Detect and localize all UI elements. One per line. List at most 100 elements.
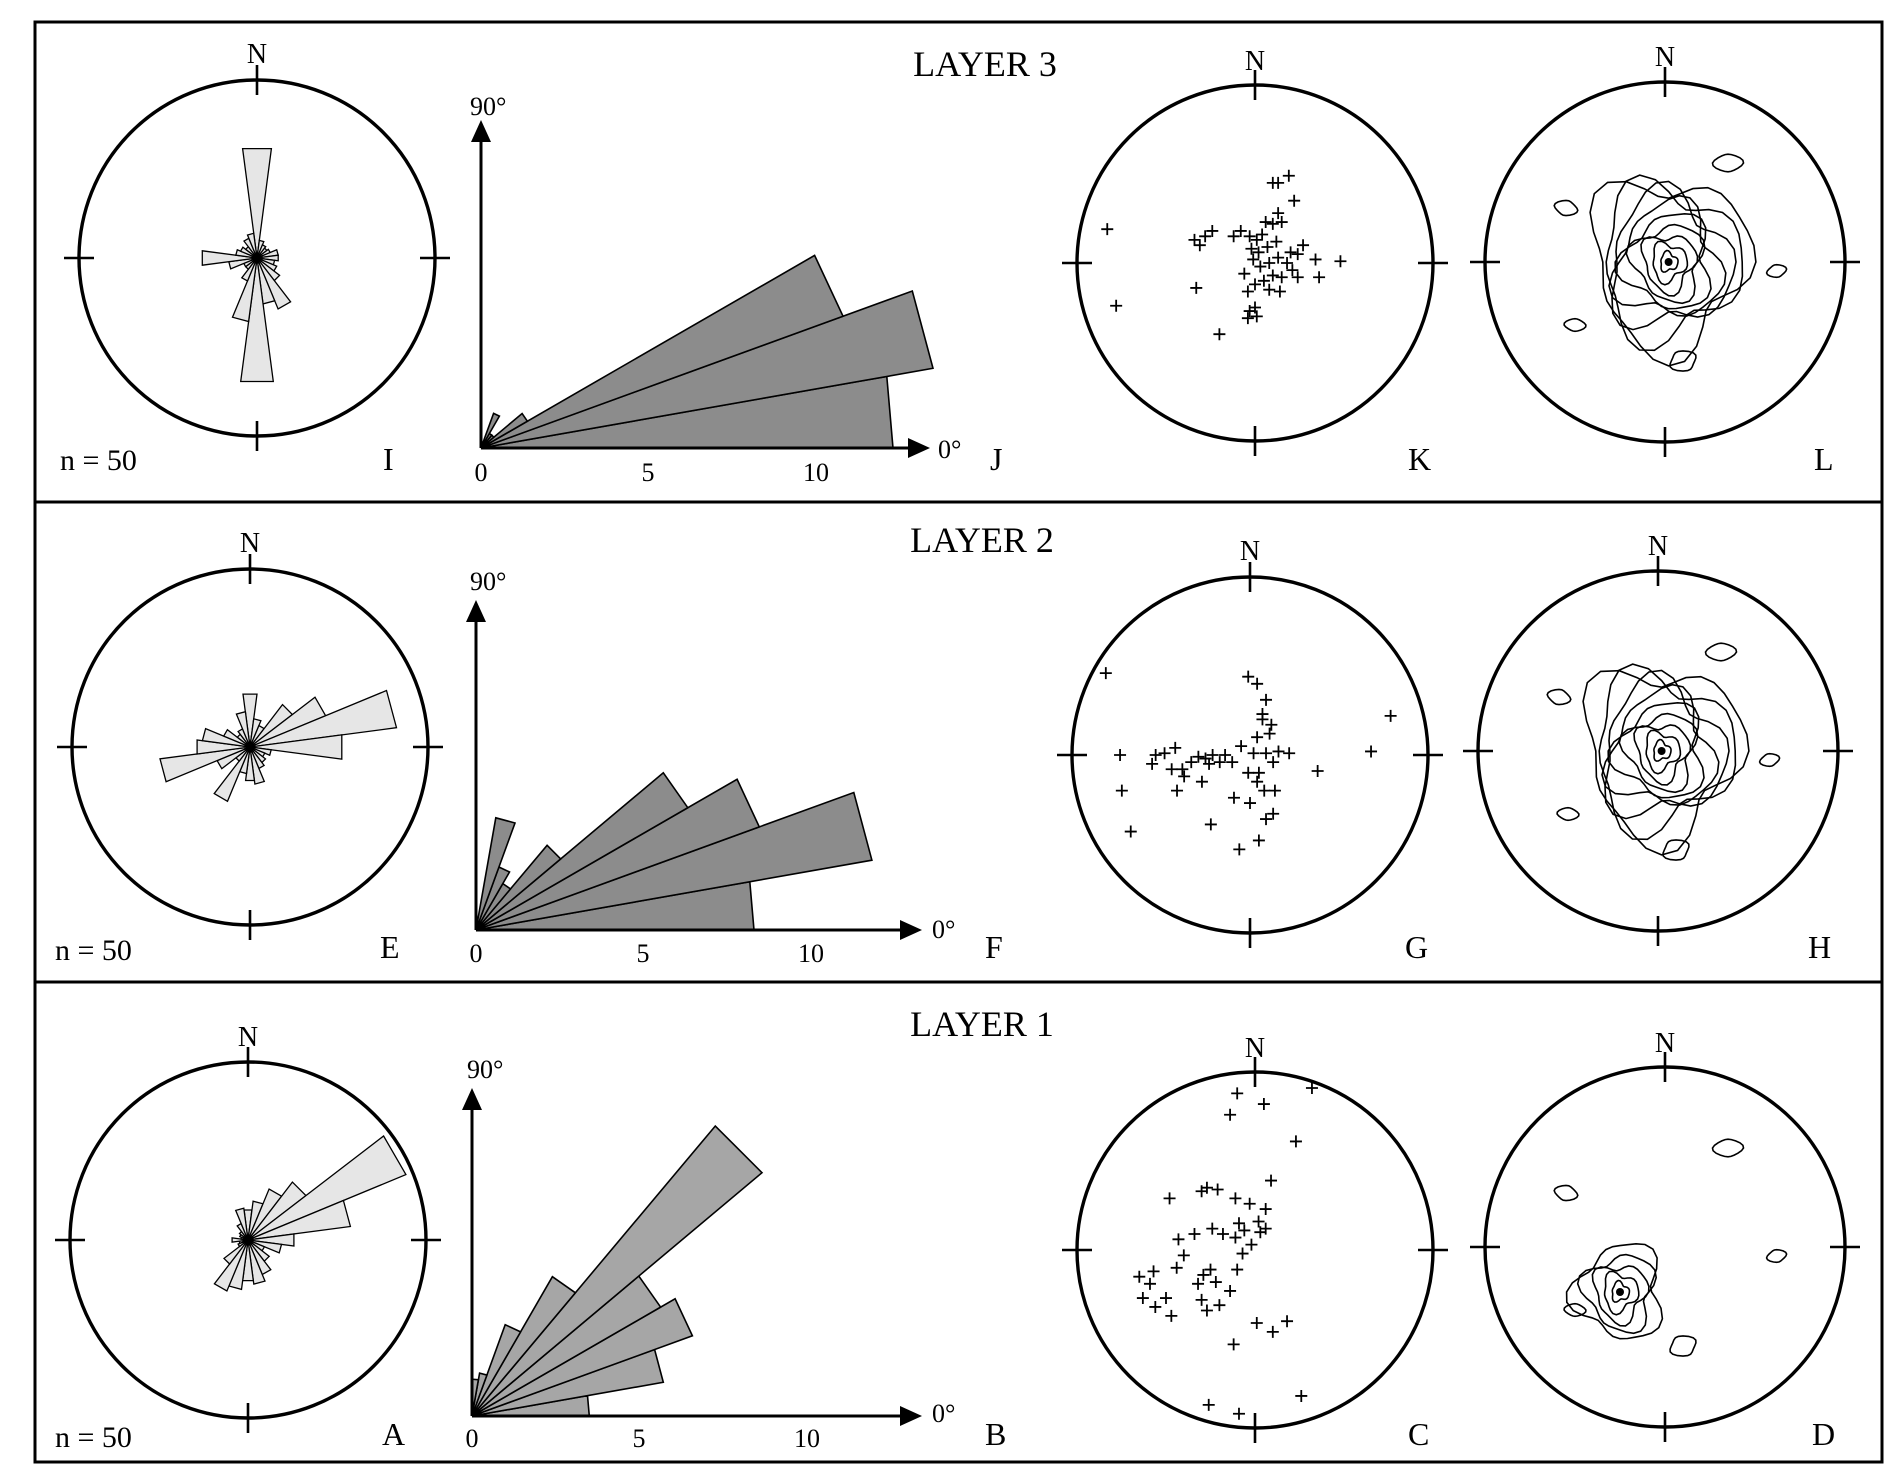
pole-point: [1249, 278, 1261, 291]
pole-point: [1169, 741, 1182, 754]
density-contour: [1645, 729, 1682, 775]
pole-point: [1309, 253, 1322, 266]
pole-point: [1206, 224, 1219, 237]
density-contour: [1640, 235, 1699, 297]
pole-point: [1206, 749, 1219, 761]
panel-letter-G: G: [1405, 929, 1428, 965]
density-contour: [1563, 1302, 1587, 1318]
pole-point: [1311, 765, 1324, 778]
pole-point: [1256, 228, 1269, 241]
pole-point: [1291, 271, 1304, 284]
pole-point: [1235, 740, 1248, 753]
pole-point: [1259, 216, 1272, 229]
pole-point: [1224, 1284, 1237, 1297]
dip-axis-arrow-right: [900, 920, 922, 940]
dip-tick-10: 10: [798, 939, 824, 968]
pole-point: [1124, 825, 1137, 838]
pole-point: [1170, 1261, 1183, 1274]
pole-point: [1211, 1183, 1224, 1196]
dip-axis-arrow-up: [462, 1088, 482, 1110]
pole-point: [1219, 749, 1232, 761]
density-net-circle: [1483, 1065, 1847, 1429]
pole-point: [1160, 1292, 1172, 1305]
rose-diagram-E: [57, 554, 443, 940]
density-contour: [1611, 1279, 1631, 1303]
dip-0-label: 0°: [932, 915, 955, 944]
dip-sector-bar: [480, 412, 529, 449]
pole-point: [1268, 784, 1281, 797]
pole-point: [1250, 1316, 1263, 1329]
pole-point: [1238, 1224, 1251, 1237]
density-contour: [1576, 1253, 1658, 1335]
density-plot-D: [1470, 1052, 1860, 1442]
pole-point: [1266, 269, 1279, 282]
pole-point: [1263, 257, 1276, 269]
pole-point: [1267, 807, 1280, 820]
panel-letter-K: K: [1408, 441, 1431, 477]
pole-point: [1261, 240, 1274, 253]
density-contour: [1605, 174, 1744, 352]
layer-2-row: LAYER 2 N n = 50 E 90° 0° 0 5 10 F N G N…: [55, 520, 1853, 968]
density-contour: [1601, 683, 1720, 806]
panel-letter-L: L: [1814, 441, 1834, 477]
pole-point: [1231, 1263, 1244, 1276]
density-contour: [1711, 1138, 1745, 1158]
pole-point: [1202, 1398, 1215, 1411]
pole-point: [1193, 239, 1206, 252]
pole-point: [1226, 756, 1239, 769]
density-contour: [1758, 752, 1781, 768]
rose-petal: [231, 1237, 249, 1243]
dip-axis-arrow-right: [900, 1406, 922, 1426]
pole-plot-C: [1062, 1057, 1448, 1443]
dip-tick-10: 10: [803, 458, 829, 487]
density-contour: [1669, 1335, 1697, 1357]
pole-point: [1204, 818, 1217, 831]
density-plot-H: [1463, 556, 1853, 946]
density-contour: [1653, 738, 1672, 762]
density-contour: [1607, 701, 1705, 799]
pole-point: [1171, 784, 1184, 797]
density-maximum: [1616, 1288, 1624, 1296]
pole-point: [1165, 1309, 1178, 1322]
rose-diagram-I: [64, 65, 450, 451]
density-contour: [1611, 180, 1737, 331]
rose-north-label: N: [247, 39, 267, 70]
pole-point: [1251, 775, 1264, 788]
pole-point: [1247, 747, 1260, 760]
density-maximum: [1657, 747, 1666, 755]
pole-north-label: N: [1240, 536, 1260, 567]
dip-90-label: 90°: [470, 567, 506, 596]
dip-sector-bar: [471, 1323, 522, 1417]
pole-point: [1251, 731, 1264, 744]
dip-tick-0: 0: [475, 458, 488, 487]
pole-point: [1236, 1247, 1249, 1260]
rose-petal: [249, 734, 343, 760]
rose-petal: [247, 1199, 352, 1241]
pole-point: [1281, 1315, 1294, 1328]
pole-point: [1234, 224, 1247, 237]
density-north-label: N: [1655, 42, 1675, 73]
density-contour: [1662, 839, 1690, 861]
pole-point: [1149, 1300, 1162, 1313]
pole-point: [1231, 1087, 1244, 1100]
panel-letter-I: I: [383, 441, 394, 477]
pole-point: [1265, 1174, 1278, 1187]
pole-point: [1283, 747, 1296, 760]
density-maximum: [1664, 258, 1673, 266]
density-contour: [1589, 180, 1757, 367]
pole-point: [1258, 784, 1271, 797]
pole-point: [1245, 242, 1258, 255]
rose-petal: [223, 1239, 249, 1265]
rose-petal: [235, 710, 251, 748]
dip-histogram-B: [462, 1088, 922, 1426]
panel-letter-F: F: [985, 929, 1003, 965]
rose-north-label: N: [240, 528, 260, 559]
pole-point: [1204, 1263, 1217, 1276]
pole-point: [1206, 1222, 1219, 1235]
pole-point: [1272, 176, 1285, 189]
pole-point: [1136, 1292, 1149, 1305]
density-contour: [1625, 223, 1706, 305]
pole-point: [1281, 257, 1294, 269]
pole-point: [1272, 745, 1285, 758]
